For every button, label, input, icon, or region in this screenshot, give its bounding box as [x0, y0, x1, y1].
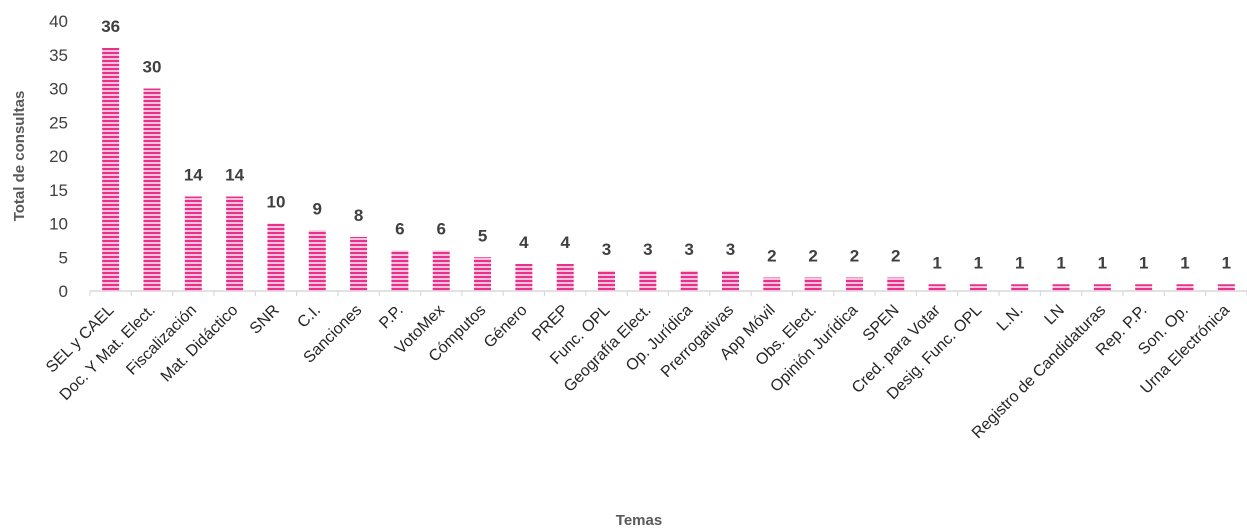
- bar: [143, 88, 161, 291]
- data-label: 1: [1015, 253, 1024, 272]
- bar: [267, 223, 285, 291]
- data-label: 9: [313, 199, 322, 218]
- y-tick-label: 15: [49, 181, 68, 200]
- data-labels: 36 30 14 14 10 9 8 6 6 5 4 4 3 3 3 3 2 2 2 2 1 1 1 1 1 1 1 1: [101, 17, 1231, 272]
- bar: [639, 270, 657, 291]
- data-label: 6: [436, 220, 445, 239]
- bar: [226, 196, 244, 291]
- bar: [1135, 284, 1153, 291]
- y-tick-label: 25: [49, 113, 68, 132]
- bar: [763, 277, 781, 291]
- data-label: 5: [478, 226, 487, 245]
- data-label: 3: [726, 240, 735, 259]
- data-label: 2: [850, 247, 859, 266]
- category-label: LN: [1041, 302, 1067, 328]
- category-label: Prerrogativas: [658, 302, 737, 381]
- bar: [391, 250, 409, 291]
- bar: [515, 264, 533, 291]
- bar: [1176, 284, 1194, 291]
- y-tick-label: 20: [49, 147, 68, 166]
- data-label: 1: [1222, 253, 1231, 272]
- x-axis-title: Temas: [616, 512, 662, 529]
- y-axis-title: Total de consultas: [11, 91, 28, 222]
- y-tick-label: 10: [49, 215, 68, 234]
- data-label: 30: [143, 58, 162, 77]
- category-label: P.P.: [376, 302, 406, 332]
- y-tick-label: 30: [49, 80, 68, 99]
- bar: [969, 284, 987, 291]
- data-label: 2: [767, 247, 776, 266]
- bar: [928, 284, 946, 291]
- y-axis: 0 5 10 15 20 25 30 35 40: [49, 12, 68, 301]
- y-tick-label: 0: [59, 282, 68, 301]
- bar: [887, 277, 905, 291]
- bar: [350, 237, 368, 291]
- data-label: 14: [184, 166, 203, 185]
- y-tick-label: 35: [49, 46, 68, 65]
- bar: [432, 250, 450, 291]
- data-label: 1: [974, 253, 983, 272]
- data-label: 3: [602, 240, 611, 259]
- category-label: C.I.: [294, 302, 324, 332]
- bar: [721, 270, 739, 291]
- bar: [598, 270, 616, 291]
- data-label: 1: [1139, 253, 1148, 272]
- bar: [804, 277, 822, 291]
- bar: [1217, 284, 1235, 291]
- data-label: 1: [932, 253, 941, 272]
- data-label: 36: [101, 17, 120, 36]
- bar: [102, 48, 120, 291]
- data-label: 4: [560, 233, 570, 252]
- bar: [474, 257, 492, 291]
- data-label: 3: [684, 240, 693, 259]
- bar: [184, 196, 202, 291]
- bar: [308, 230, 326, 291]
- data-label: 10: [266, 193, 285, 212]
- data-label: 3: [643, 240, 652, 259]
- data-label: 2: [891, 247, 900, 266]
- bar: [680, 270, 698, 291]
- data-label: 14: [225, 166, 244, 185]
- y-tick-label: 5: [59, 248, 68, 267]
- data-label: 1: [1098, 253, 1107, 272]
- category-label: Registro de Candidaturas: [969, 302, 1109, 442]
- bar: [1052, 284, 1070, 291]
- bars: [102, 48, 1235, 291]
- category-label: L.N.: [994, 302, 1027, 335]
- data-label: 1: [1180, 253, 1189, 272]
- data-label: 2: [808, 247, 817, 266]
- data-label: 4: [519, 233, 529, 252]
- category-label: Género: [481, 302, 531, 352]
- bar: [1093, 284, 1111, 291]
- x-axis: [89, 290, 1247, 296]
- bar: [556, 264, 574, 291]
- bar: [1011, 284, 1029, 291]
- y-tick-label: 40: [49, 12, 68, 31]
- bar: [845, 277, 863, 291]
- data-label: 8: [354, 206, 363, 225]
- category-label: SNR: [247, 302, 283, 338]
- data-label: 6: [395, 220, 404, 239]
- data-label: 1: [1056, 253, 1065, 272]
